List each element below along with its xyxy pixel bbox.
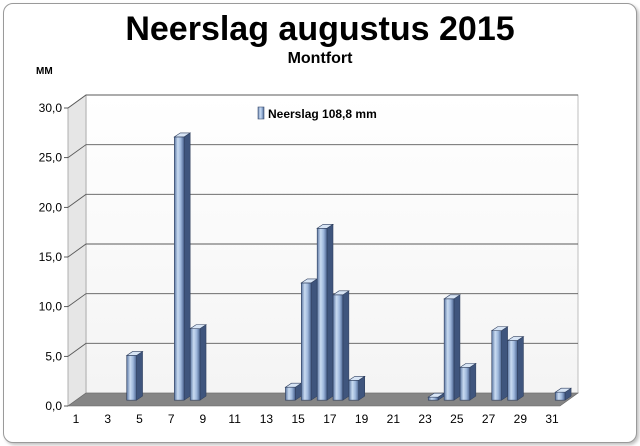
gridline [67, 342, 578, 357]
bar-top [490, 326, 509, 331]
gridline [67, 193, 578, 208]
gridline [67, 144, 578, 159]
bar [459, 362, 477, 401]
x-tick-label: 25 [450, 412, 464, 426]
y-axis-unit-label: MM [36, 66, 53, 77]
bar-front [427, 396, 439, 401]
x-tick-label: 1 [73, 412, 80, 426]
bar [189, 324, 208, 401]
y-tick-label: 0,0 [45, 399, 62, 413]
y-tick-label: 10,0 [39, 300, 63, 314]
bar-top [125, 351, 144, 356]
bar [316, 223, 335, 401]
x-tick-label: 27 [482, 412, 496, 426]
x-axis-ticks: 1 3 5 7 9 11 13 15 17 19 21 23 25 27 29 31 [73, 412, 559, 426]
bar-front [316, 228, 328, 401]
bar-side [310, 278, 318, 401]
bar [347, 375, 366, 401]
x-tick-label: 3 [104, 412, 111, 426]
bar-side [326, 223, 334, 401]
y-tick-label: 30,0 [39, 101, 63, 115]
bar [490, 326, 509, 401]
bar-front [301, 282, 312, 401]
chart-subtitle: Montfort [287, 50, 353, 67]
gridline [67, 243, 578, 258]
gridline [67, 94, 578, 109]
bar-front [126, 355, 137, 401]
bar [173, 132, 192, 401]
x-tick-label: 7 [168, 412, 175, 426]
bar [427, 392, 446, 401]
bar [443, 294, 461, 401]
x-tick-label: 9 [200, 412, 207, 426]
bar-top [554, 387, 573, 393]
bar-side [469, 362, 477, 401]
x-tick-label: 29 [514, 412, 528, 426]
chart-title: Neerslag augustus 2015 [125, 10, 515, 48]
bar-side [183, 132, 191, 401]
bar-front [507, 340, 518, 401]
bar-front [189, 328, 201, 401]
bar-top [189, 324, 208, 329]
bar-front [285, 386, 296, 401]
y-tick-label: 5,0 [45, 349, 62, 363]
bar [300, 278, 319, 401]
bar-front [491, 330, 502, 401]
bar-front [459, 367, 471, 401]
y-tick-label: 15,0 [39, 250, 63, 264]
bar-side [517, 336, 524, 401]
x-tick-label: 15 [291, 412, 305, 426]
bar [284, 382, 303, 401]
bar-top [459, 363, 477, 368]
bar-side [136, 350, 143, 401]
bar [332, 290, 350, 401]
bar-side [453, 294, 461, 401]
bar-front [174, 136, 185, 401]
bar [554, 387, 573, 401]
bar-side [501, 326, 508, 401]
y-tick-label: 25,0 [39, 151, 63, 165]
bar [125, 350, 144, 401]
x-tick-label: 19 [355, 412, 369, 426]
bar-side [342, 290, 350, 401]
x-tick-label: 13 [260, 412, 274, 426]
x-tick-label: 11 [228, 412, 241, 426]
bar-top [332, 290, 350, 296]
bar-front [332, 294, 344, 401]
bar-top [173, 132, 192, 138]
x-tick-label: 23 [418, 412, 432, 426]
bar-front [554, 391, 566, 401]
x-tick-label: 31 [545, 412, 559, 426]
legend-swatch [257, 106, 265, 120]
bar [506, 336, 525, 401]
gridline [67, 293, 578, 308]
bar-front [443, 298, 455, 401]
bar-side [199, 324, 207, 401]
legend: Neerslag 108,8 mm [257, 106, 377, 121]
x-tick-label: 5 [136, 412, 143, 426]
legend-label: Neerslag 108,8 mm [268, 107, 377, 121]
x-tick-label: 21 [387, 412, 401, 426]
bar-top [316, 224, 335, 229]
y-axis-ticks: 0,0 5,0 10,0 15,0 20,0 25,0 30,0 [39, 101, 68, 413]
x-tick-label: 17 [323, 412, 337, 426]
bar-top [443, 294, 461, 300]
bar-front [348, 379, 360, 401]
bar-top [506, 336, 525, 341]
bar-top [347, 375, 366, 381]
y-tick-label: 20,0 [39, 200, 63, 214]
bar-series [125, 132, 573, 401]
